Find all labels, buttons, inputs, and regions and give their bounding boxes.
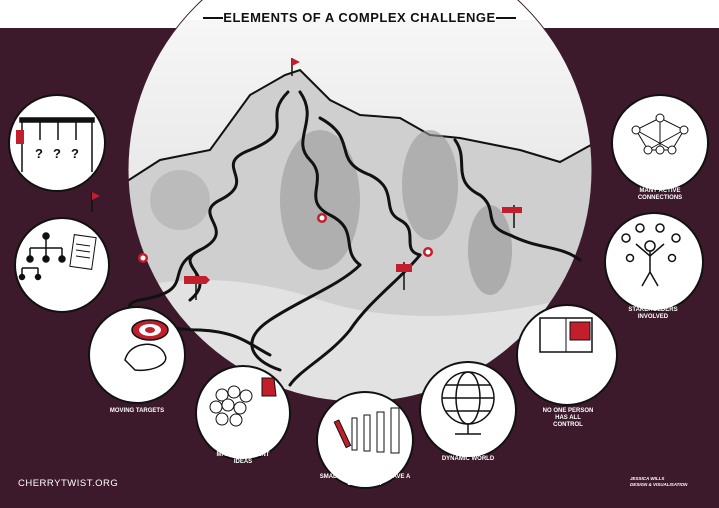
- svg-text:?: ?: [53, 146, 61, 161]
- document-icon: [69, 234, 97, 270]
- credit-name: JESSICA WILLS: [630, 476, 665, 481]
- puzzle-icon: [539, 317, 593, 353]
- pulley-icon: [16, 117, 95, 172]
- svg-text:?: ?: [35, 146, 43, 161]
- idea-card-icon: [261, 377, 277, 397]
- title-rule-right: [496, 17, 516, 19]
- element-label-small-changes: SMALL CHANGES CAN HAVE A BIG IMPACT: [319, 474, 411, 487]
- website-link[interactable]: CHERRYTWIST.ORG: [18, 478, 119, 489]
- rabbit-icon: [124, 343, 167, 372]
- poster-title: ELEMENTS OF A COMPLEX CHALLENGE: [223, 10, 496, 25]
- svg-text:?: ?: [71, 146, 79, 161]
- stakeholders-circle: [604, 212, 704, 312]
- element-label-ideas: MANY DIFFERENT IDEAS: [216, 452, 270, 465]
- summit-flag-icon: [292, 58, 300, 66]
- credit: JESSICA WILLS DESIGN & VISUALISATION: [630, 476, 687, 488]
- network-icon: [631, 113, 689, 155]
- globe-icon: [441, 371, 495, 435]
- winding-paths: [128, 90, 582, 387]
- org-chart-icon: [18, 232, 66, 281]
- juggler-icon: [621, 223, 681, 287]
- landscape-signs: [91, 192, 522, 300]
- target-icon: [131, 319, 169, 341]
- dominoes-icon: [333, 407, 400, 454]
- credit-role: DESIGN & VISUALISATION: [630, 482, 688, 487]
- heads-icon: [209, 385, 253, 427]
- element-label-targets: MOVING TARGETS: [109, 408, 165, 414]
- element-label-connections: MANY ACTIVE CONNECTIONS: [637, 188, 683, 201]
- element-label-control: NO ONE PERSON HAS ALL CONTROL: [542, 408, 594, 428]
- element-label-stakeholders: MANY STAKEHOLDERS INVOLVED: [628, 300, 678, 320]
- element-label-hierarchy: HIERARCHY AND PROJECT MANAGEMENT DO NOT …: [22, 284, 103, 304]
- title-rule-left: [203, 17, 223, 19]
- element-label-dynamic: DYNAMIC WORLD: [441, 456, 495, 462]
- element-label-cause: RELATION BETWEEN CAUSE AND EFFECT IS UNC…: [23, 164, 91, 184]
